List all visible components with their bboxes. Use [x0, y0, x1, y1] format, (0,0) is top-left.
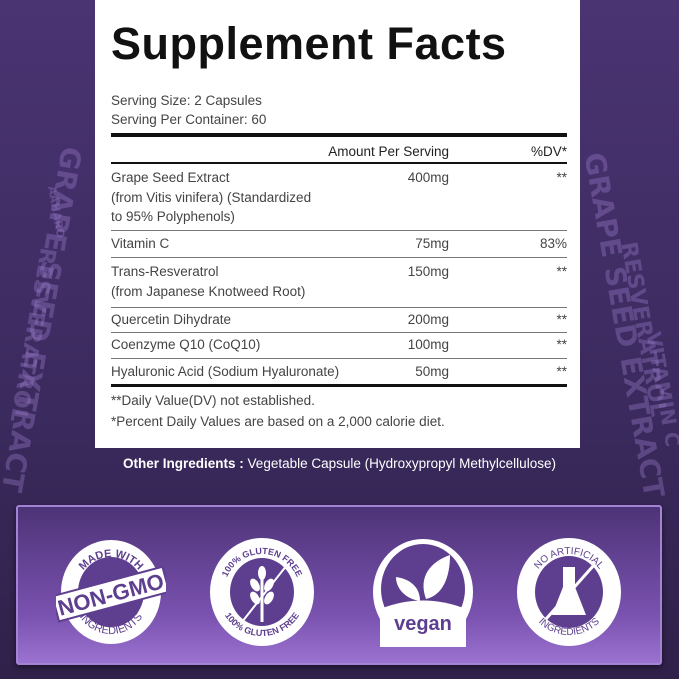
row-divider [111, 230, 567, 231]
nutrient-name: Quercetin Dihydrate [111, 312, 232, 327]
nutrient-dv: ** [556, 364, 567, 379]
nutrient-name: (from Vitis vinifera) (Standardized [111, 189, 312, 205]
row-divider [111, 307, 567, 308]
nutrient-row: Hyaluronic Acid (Sodium Hyaluronate) 50m… [111, 362, 567, 382]
nutrient-name: to 95% Polyphenols) [111, 209, 235, 224]
divider-thick [111, 133, 567, 137]
nutrient-amount: 400mg [407, 170, 449, 185]
nutrient-name: Grape Seed Extract [111, 170, 230, 185]
nutrient-dv: ** [556, 312, 567, 327]
certification-badges: MADE WITH INGREDIENTS NON-GMO 100% GLUTE… [16, 505, 662, 665]
other-ingredients-label: Other Ingredients : [123, 456, 244, 471]
bottle-word: GRAPE SEED EXTRACT [577, 150, 671, 501]
vegan-badge-icon: vegan [373, 539, 473, 647]
nutrient-dv: ** [556, 337, 567, 352]
svg-text:vegan: vegan [394, 613, 452, 635]
row-divider [111, 358, 567, 359]
nutrient-amount: 200mg [407, 312, 449, 327]
other-ingredients: Other Ingredients : Vegetable Capsule (H… [0, 456, 679, 471]
nutrient-amount: 100mg [407, 337, 449, 352]
divider-thick [111, 384, 567, 387]
row-divider [111, 332, 567, 333]
nutrient-amount: 75mg [415, 236, 449, 251]
footnote-dv: **Daily Value(DV) not established. [111, 393, 315, 408]
nutrient-row: Grape Seed Extract (from Vitis vinifera)… [111, 168, 567, 227]
nutrient-name: Hyaluronic Acid (Sodium Hyaluronate) [111, 364, 340, 379]
facts-title: Supplement Facts [111, 18, 507, 69]
no-artificial-badge-icon: NO ARTIFICIAL INGREDIENTS [517, 538, 621, 646]
gluten-free-badge-icon: 100% GLUTEN FREE 100% GLUTEN FREE [210, 538, 314, 646]
nutrient-amount: 150mg [407, 264, 449, 279]
nutrient-name: (from Japanese Knotweed Root) [111, 283, 306, 299]
nutrient-amount: 50mg [415, 364, 449, 379]
nutrient-row: Coenzyme Q10 (CoQ10) 100mg ** [111, 335, 567, 355]
nutrient-dv: ** [556, 170, 567, 185]
non-gmo-badge-icon: MADE WITH INGREDIENTS NON-GMO [56, 540, 166, 644]
nutrient-dv: ** [556, 264, 567, 279]
nutrient-name: Trans-Resveratrol [111, 264, 219, 279]
nutrient-dv: 83% [539, 236, 567, 251]
servings-per-container: Serving Per Container: 60 [111, 112, 267, 127]
header-dv: %DV* [530, 144, 567, 159]
nutrient-name: Vitamin C [111, 236, 170, 251]
divider [111, 162, 567, 164]
nutrient-row: Trans-Resveratrol (from Japanese Knotwee… [111, 262, 567, 301]
serving-size: Serving Size: 2 Capsules [111, 93, 262, 108]
nutrient-row: Vitamin C 75mg 83% [111, 234, 567, 254]
nutrient-name: Coenzyme Q10 (CoQ10) [111, 337, 261, 352]
row-divider [111, 257, 567, 258]
other-ingredients-value: Vegetable Capsule (Hydroxypropyl Methylc… [243, 456, 556, 471]
header-amount: Amount Per Serving [328, 144, 449, 159]
footnote-calorie: *Percent Daily Values are based on a 2,0… [111, 414, 445, 429]
supplement-facts-panel: Supplement Facts Serving Size: 2 Capsule… [95, 0, 580, 448]
nutrient-row: Quercetin Dihydrate 200mg ** [111, 310, 567, 330]
